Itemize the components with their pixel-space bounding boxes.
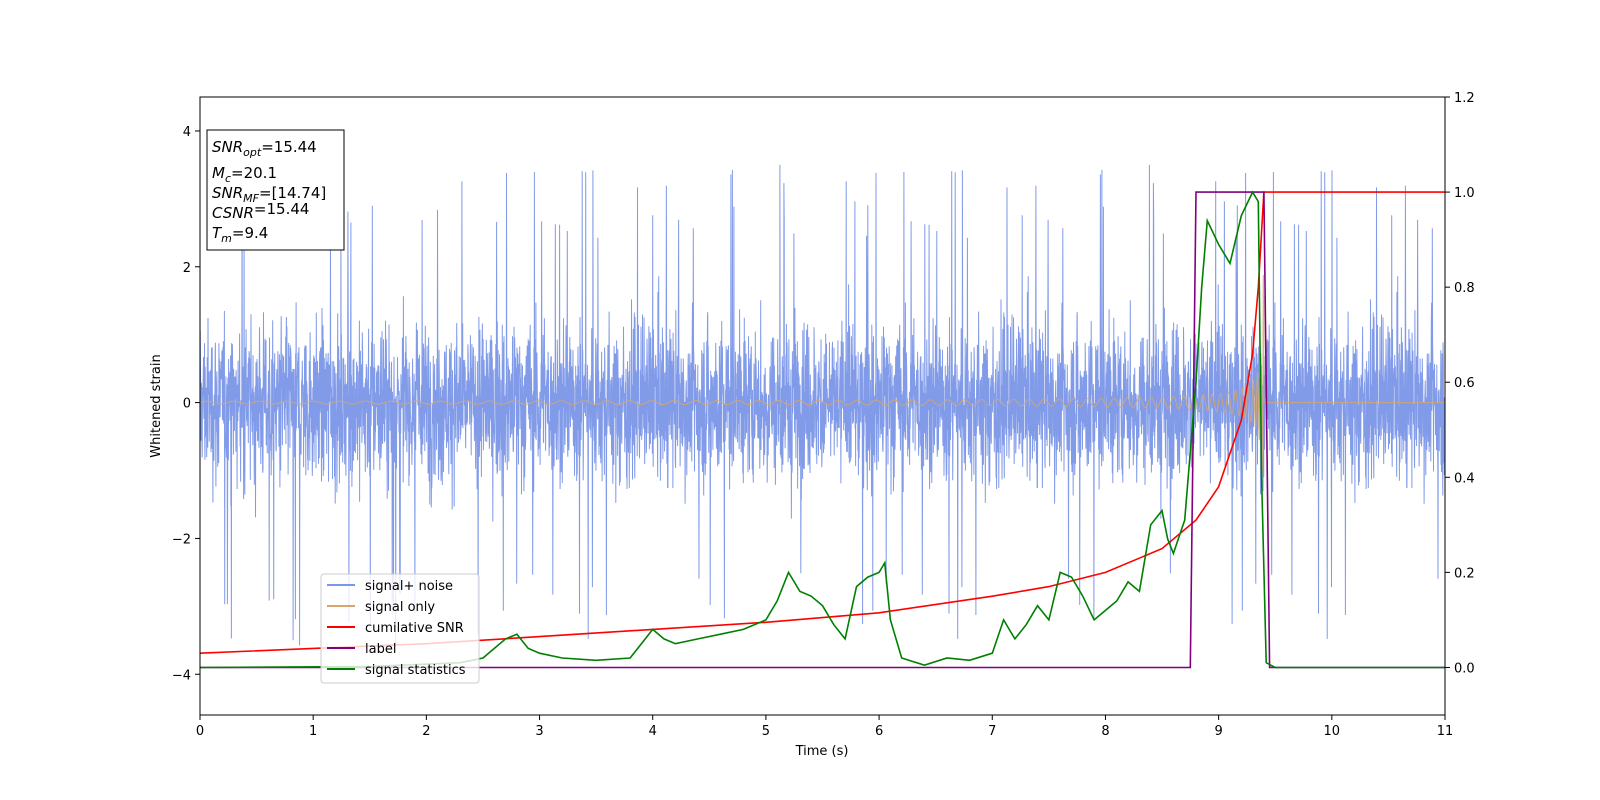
- y-tick-label-right: 0.4: [1454, 471, 1475, 486]
- annotation-line: CSNR=15.44: [212, 200, 309, 222]
- annotation-box: SNRopt=15.44 Mc=20.1 SNRMF=[14.74] CSNR=…: [206, 129, 345, 251]
- y-tick-label-left: 2: [183, 261, 191, 276]
- x-axis-label: Time (s): [795, 744, 849, 759]
- legend-label: label: [365, 642, 396, 657]
- axis-ticks: 0 1 2 3 4 5 6 7 8 9 10 11 −4 −2 0 2 4 0.0 0.2 0.4 0.6 0.8 1.0 1…: [172, 91, 1475, 739]
- x-tick-label: 1: [309, 724, 317, 739]
- y-tick-label-right: 0.2: [1454, 566, 1475, 581]
- y-tick-label-right: 1.2: [1454, 91, 1475, 106]
- x-tick-label: 0: [196, 724, 204, 739]
- plot-area: [200, 160, 1445, 669]
- x-tick-label: 3: [535, 724, 543, 739]
- x-tick-label: 5: [762, 724, 770, 739]
- x-tick-label: 4: [649, 724, 657, 739]
- annotation-line: SNRMF=[14.74]: [212, 184, 326, 205]
- x-tick-label: 6: [875, 724, 883, 739]
- y-tick-label-right: 0.0: [1454, 661, 1475, 676]
- legend: signal+ noise signal only cumilative SNR…: [320, 573, 480, 684]
- series-signal-statistics: [200, 190, 1445, 669]
- y-axis-label-left: Whitened strain: [149, 354, 164, 457]
- y-tick-label-right: 1.0: [1454, 186, 1475, 201]
- annotation-line: Mc=20.1: [212, 164, 277, 185]
- series-signal-only: [200, 274, 1445, 474]
- y-tick-label-left: −2: [172, 532, 191, 547]
- y-tick-label-left: −4: [172, 668, 191, 683]
- x-tick-label: 7: [988, 724, 996, 739]
- y-tick-label-left: 0: [183, 397, 191, 412]
- x-tick-label: 9: [1214, 724, 1222, 739]
- legend-label: signal only: [365, 600, 435, 615]
- x-tick-label: 2: [422, 724, 430, 739]
- x-tick-label: 11: [1437, 724, 1454, 739]
- legend-label: signal statistics: [365, 663, 466, 678]
- annotation-line: Tm=9.4: [212, 224, 268, 245]
- annotation-line: SNRopt=15.44: [212, 138, 317, 159]
- y-tick-label-left: 4: [183, 125, 191, 140]
- axes-frame: [199, 96, 1446, 716]
- y-tick-label-right: 0.6: [1454, 376, 1475, 391]
- x-tick-label: 10: [1324, 724, 1341, 739]
- x-tick-label: 8: [1101, 724, 1109, 739]
- y-tick-label-right: 0.8: [1454, 281, 1475, 296]
- legend-label: signal+ noise: [365, 579, 453, 594]
- legend-label: cumilative SNR: [365, 621, 464, 636]
